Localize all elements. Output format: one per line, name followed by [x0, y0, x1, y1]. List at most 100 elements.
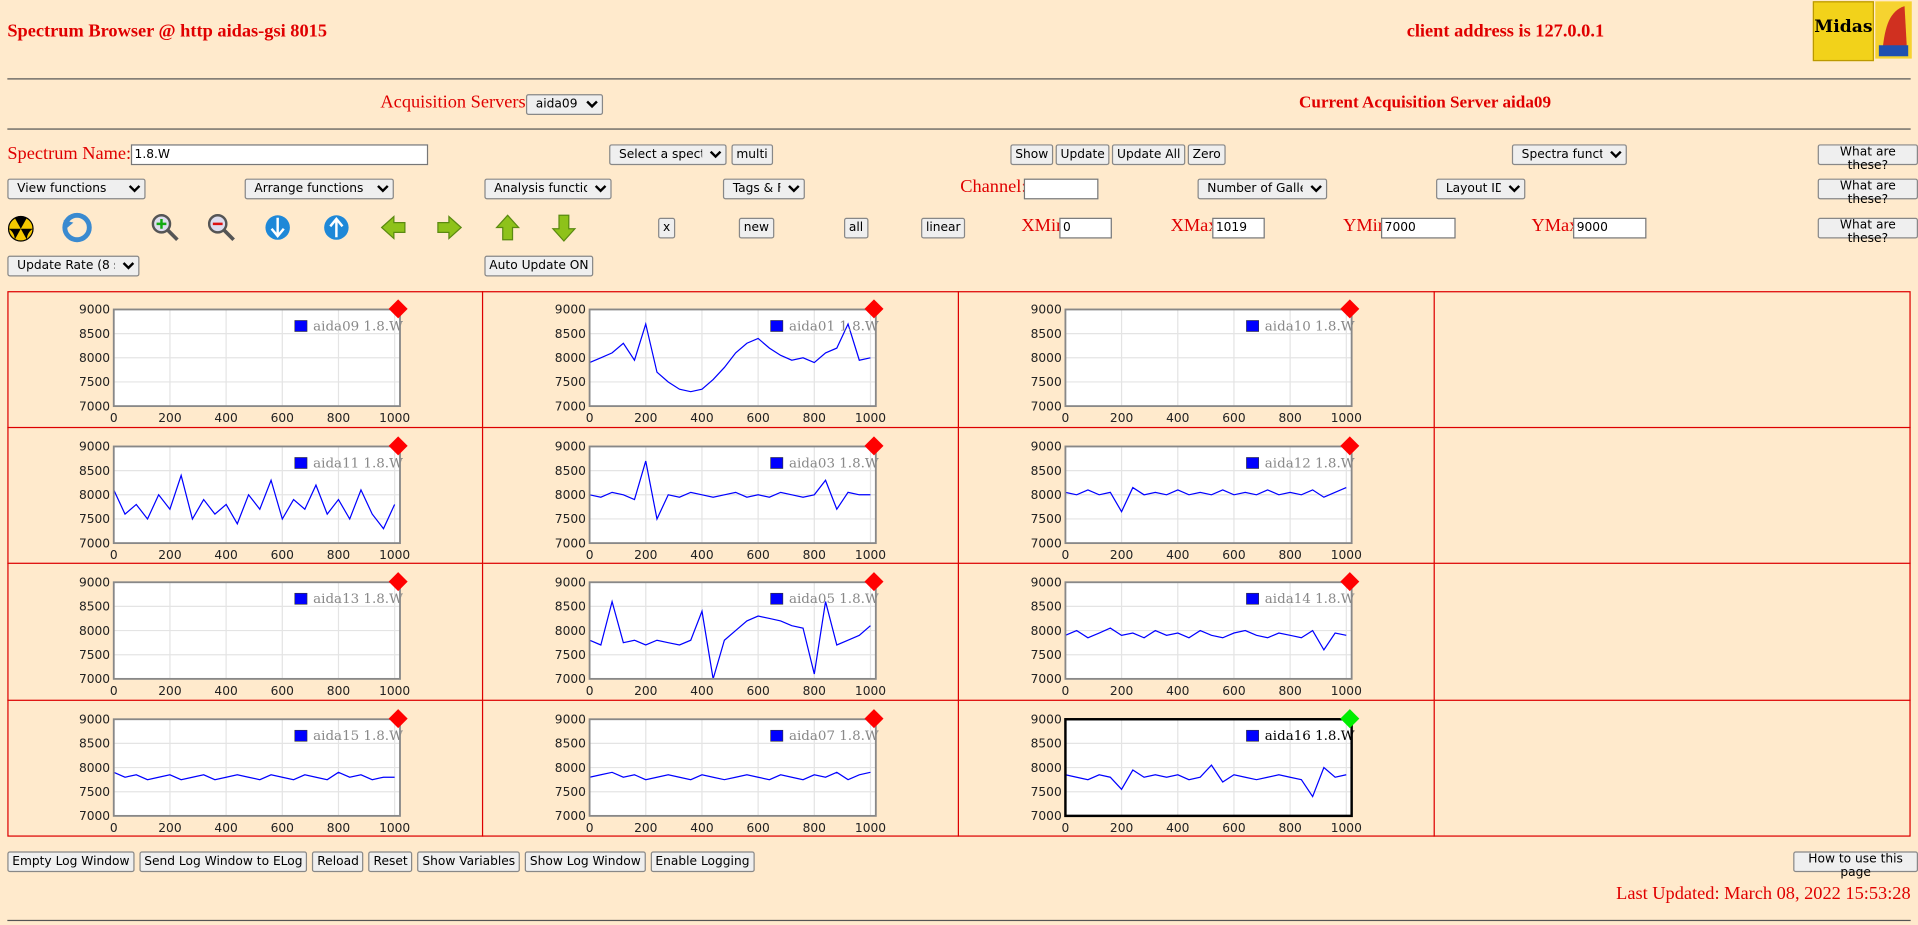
legend-label: aida14 1.8.W: [1265, 592, 1355, 607]
legend-swatch: [770, 320, 784, 332]
y-tick-label: 8000: [555, 760, 586, 774]
spectrum-chart[interactable]: 7000 7500 8000 8500 9000 0 200 400 600 800 1000 aid…: [9, 429, 485, 564]
spectrum-chart[interactable]: 7000 7500 8000 8500 9000 0 200 400 600 800 1000 aid…: [960, 565, 1436, 700]
ymax-input[interactable]: [1573, 217, 1647, 239]
spectrum-input[interactable]: [130, 144, 429, 166]
y-tick-label: 8500: [79, 600, 110, 614]
x-tick-label: 600: [746, 411, 769, 425]
help-button[interactable]: What are these?: [1817, 144, 1918, 172]
y-tick-label: 7500: [79, 784, 110, 798]
footer-button[interactable]: Reset: [368, 851, 413, 873]
spectrum-chart[interactable]: 7000 7500 8000 8500 9000 0 200 400 600 800 1000 aid…: [9, 702, 485, 837]
spectrum-chart[interactable]: 7000 7500 8000 8500 9000 0 200 400 600 800 1000 aid…: [960, 702, 1436, 837]
right-arrow-icon[interactable]: [437, 215, 463, 240]
update-all-button[interactable]: Update All: [1112, 144, 1186, 166]
spectrum-chart[interactable]: 7000 7500 8000 8500 9000 0 200 400 600 800 1000 aid…: [960, 429, 1436, 564]
shrink-y-icon[interactable]: [324, 215, 349, 240]
help-button[interactable]: How to use this page: [1793, 851, 1918, 879]
linear-button[interactable]: linear: [921, 217, 966, 239]
x-tick-label: 600: [1222, 684, 1245, 698]
expand-y-icon[interactable]: [265, 215, 290, 240]
x-tick-label: 400: [690, 684, 713, 698]
view-functions[interactable]: View functions: [7, 178, 146, 200]
layout-select[interactable]: Layout ID=7: [1436, 178, 1526, 200]
x-tick-label: 200: [158, 684, 181, 698]
y-tick-label: 7500: [555, 648, 586, 662]
zoom-out-icon[interactable]: [207, 214, 235, 242]
page-title: Spectrum Browser @ http aidas-gsi 8015: [7, 22, 327, 42]
x-tick-label: 600: [746, 547, 769, 561]
arrange-functions[interactable]: Arrange functions: [244, 178, 394, 200]
left-arrow-icon[interactable]: [380, 215, 406, 240]
y-tick-label: 7500: [79, 512, 110, 526]
gallery-cell: [7, 700, 484, 837]
show-button[interactable]: Show: [1010, 144, 1054, 166]
new-button[interactable]: new: [738, 217, 774, 239]
zero-button[interactable]: Zero: [1187, 144, 1226, 166]
footer-button[interactable]: Enable Logging: [650, 851, 755, 873]
y-tick-label: 8500: [79, 463, 110, 477]
y-tick-label: 7500: [79, 375, 110, 389]
y-tick-label: 7000: [79, 536, 110, 550]
x-button[interactable]: x: [658, 217, 676, 239]
radiation-icon[interactable]: [7, 215, 34, 242]
xmin-label: XMin: [1021, 216, 1066, 237]
channel-label: Channel:: [960, 177, 1027, 197]
gallery-cell: [958, 291, 1435, 428]
y-tick-label: 8500: [79, 736, 110, 750]
channel-input[interactable]: [1023, 178, 1099, 200]
analysis-functions[interactable]: Analysis functions: [484, 178, 612, 200]
update-rate[interactable]: Update Rate (8 secs): [7, 255, 140, 277]
spectrum-chart[interactable]: 7000 7500 8000 8500 9000 0 200 400 600 800 1000 aid…: [484, 429, 960, 564]
server-select[interactable]: aida09: [525, 94, 604, 115]
y-tick-label: 8000: [79, 760, 110, 774]
x-tick-label: 600: [271, 684, 294, 698]
help-button[interactable]: What are these?: [1817, 217, 1918, 246]
xmin-input[interactable]: [1059, 217, 1112, 239]
spectrum-chart[interactable]: 7000 7500 8000 8500 9000 0 200 400 600 800 1000 aid…: [960, 292, 1436, 427]
up-arrow-icon[interactable]: [495, 214, 521, 241]
all-button[interactable]: all: [844, 217, 869, 239]
spectrum-chart[interactable]: 7000 7500 8000 8500 9000 0 200 400 600 800 1000 aid…: [9, 565, 485, 700]
tags-fits[interactable]: Tags & Fits: [722, 178, 805, 200]
footer-button[interactable]: Show Variables: [417, 851, 521, 873]
y-tick-label: 8000: [555, 624, 586, 638]
galleries-select[interactable]: Number of Galleries: [1197, 178, 1328, 200]
y-tick-label: 7000: [555, 399, 586, 413]
plot-frame: [588, 308, 877, 408]
spectrum-select[interactable]: Select a spectrum: [609, 144, 727, 166]
update-button[interactable]: Update: [1055, 144, 1110, 166]
y-tick-label: 7000: [79, 672, 110, 686]
auto-update-button[interactable]: Auto Update ON: [484, 255, 594, 277]
legend-label: aida15 1.8.W: [313, 728, 403, 743]
x-tick-label: 800: [803, 820, 826, 834]
xmax-label: XMax: [1170, 216, 1218, 237]
spectrum-chart[interactable]: 7000 7500 8000 8500 9000 0 200 400 600 800 1000 aid…: [484, 702, 960, 837]
footer-button[interactable]: Send Log Window to ELog: [139, 851, 308, 873]
zoom-in-icon[interactable]: [151, 214, 179, 242]
spectra-functions[interactable]: Spectra functions: [1511, 144, 1627, 166]
legend-swatch: [770, 592, 784, 605]
x-tick-label: 600: [271, 547, 294, 561]
ymin-label: YMin: [1343, 216, 1387, 237]
spectrum-chart[interactable]: 7000 7500 8000 8500 9000 0 200 400 600 800 1000 aid…: [9, 292, 485, 427]
ymin-input[interactable]: [1381, 217, 1456, 239]
x-tick-label: 600: [271, 820, 294, 834]
x-tick-label: 200: [1110, 820, 1133, 834]
footer-button[interactable]: Empty Log Window: [7, 851, 135, 873]
spectrum-label: Spectrum Name:: [7, 144, 132, 164]
refresh-icon[interactable]: [62, 212, 92, 243]
xmax-input[interactable]: [1212, 217, 1265, 239]
help-button[interactable]: What are these?: [1817, 178, 1918, 207]
spectrum-chart[interactable]: 7000 7500 8000 8500 9000 0 200 400 600 800 1000 aid…: [484, 292, 960, 427]
multi-button[interactable]: multi: [731, 144, 773, 166]
footer-button[interactable]: Show Log Window: [524, 851, 646, 873]
separator: [7, 919, 1911, 922]
down-arrow-icon[interactable]: [551, 214, 577, 242]
footer-button[interactable]: Reload: [312, 851, 364, 873]
x-tick-label: 400: [1166, 547, 1189, 561]
spectrum-chart[interactable]: 7000 7500 8000 8500 9000 0 200 400 600 800 1000 aid…: [484, 565, 960, 700]
x-tick-label: 200: [634, 684, 657, 698]
x-tick-label: 400: [214, 820, 237, 834]
y-tick-label: 9000: [1031, 439, 1062, 453]
